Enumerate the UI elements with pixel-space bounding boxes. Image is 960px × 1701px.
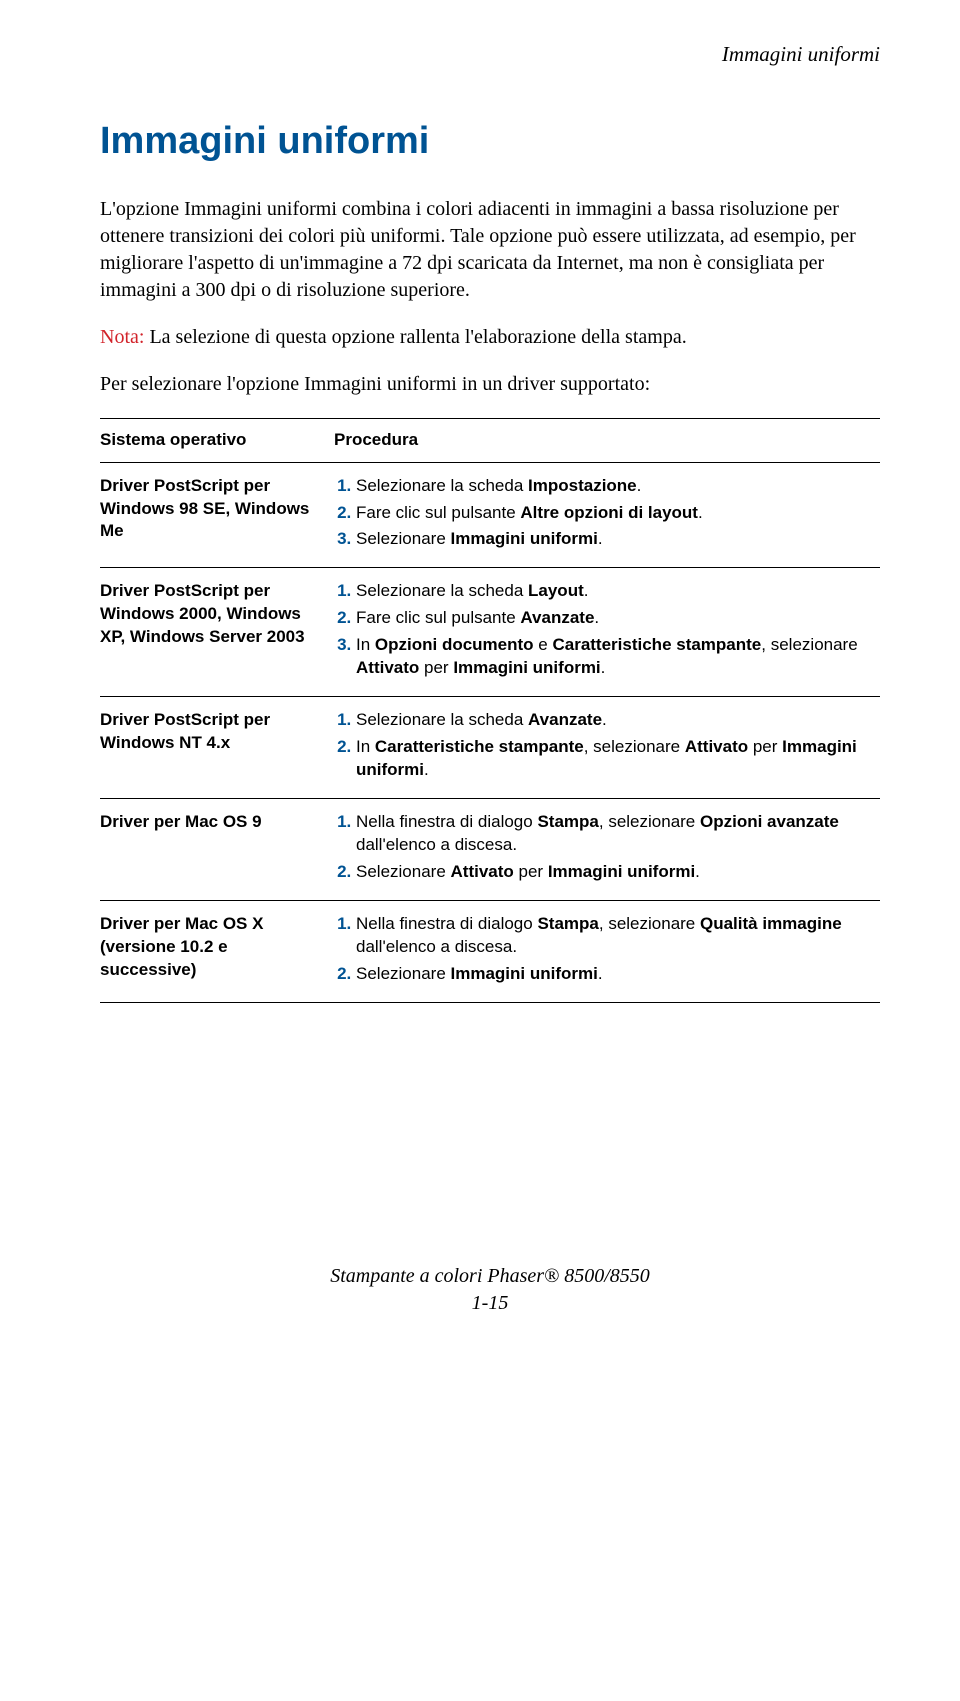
step-item: Fare clic sul pulsante Altre opzioni di … [356, 502, 872, 525]
nota-text: La selezione di questa opzione rallenta … [144, 326, 686, 348]
step-item: Nella finestra di dialogo Stampa, selezi… [356, 913, 872, 959]
procedure-table: Sistema operativo Procedura Driver PostS… [100, 418, 880, 1003]
table-row: Driver per Mac OS 9 Nella finestra di dia… [100, 798, 880, 900]
nota-label: Nota: [100, 326, 144, 348]
step-item: Selezionare Attivato per Immagini unifor… [356, 861, 872, 884]
page-footer: Stampante a colori Phaser® 8500/8550 1-1… [100, 1263, 880, 1317]
os-cell: Driver PostScript per Windows 2000, Wind… [100, 568, 334, 697]
footer-page-number: 1-15 [100, 1290, 880, 1317]
os-cell: Driver per Mac OS X (versione 10.2 e suc… [100, 900, 334, 1002]
step-item: Selezionare Immagini uniformi. [356, 528, 872, 551]
step-item: Nella finestra di dialogo Stampa, selezi… [356, 811, 872, 857]
step-item: Selezionare Immagini uniformi. [356, 963, 872, 986]
table-header-os: Sistema operativo [100, 418, 334, 462]
step-item: In Caratteristiche stampante, selezionar… [356, 736, 872, 782]
os-cell: Driver PostScript per Windows 98 SE, Win… [100, 462, 334, 568]
steps-cell: Nella finestra di dialogo Stampa, selezi… [334, 798, 880, 900]
steps-cell: Selezionare la scheda Layout. Fare clic s… [334, 568, 880, 697]
footer-product: Stampante a colori Phaser® 8500/8550 [330, 1265, 650, 1287]
step-item: In Opzioni documento e Caratteristiche s… [356, 634, 872, 680]
running-header: Immagini uniformi [100, 40, 880, 68]
step-item: Selezionare la scheda Avanzate. [356, 709, 872, 732]
paragraph-nota: Nota: La selezione di questa opzione ral… [100, 324, 880, 351]
table-row: Driver PostScript per Windows NT 4.xSele… [100, 697, 880, 799]
step-item: Fare clic sul pulsante Avanzate. [356, 607, 872, 630]
paragraph-lead: Per selezionare l'opzione Immagini unifo… [100, 371, 880, 398]
table-row: Driver PostScript per Windows 2000, Wind… [100, 568, 880, 697]
steps-cell: Nella finestra di dialogo Stampa, selezi… [334, 900, 880, 1002]
table-row: Driver PostScript per Windows 98 SE, Win… [100, 462, 880, 568]
table-header-proc: Procedura [334, 418, 880, 462]
steps-cell: Selezionare la scheda Avanzate. In Caratt… [334, 697, 880, 799]
step-item: Selezionare la scheda Impostazione. [356, 475, 872, 498]
page-title: Immagini uniformi [100, 116, 880, 167]
steps-cell: Selezionare la scheda Impostazione. Fare … [334, 462, 880, 568]
paragraph-intro: L'opzione Immagini uniformi combina i co… [100, 196, 880, 304]
table-row: Driver per Mac OS X (versione 10.2 e suc… [100, 900, 880, 1002]
step-item: Selezionare la scheda Layout. [356, 580, 872, 603]
os-cell: Driver per Mac OS 9 [100, 798, 334, 900]
os-cell: Driver PostScript per Windows NT 4.x [100, 697, 334, 799]
